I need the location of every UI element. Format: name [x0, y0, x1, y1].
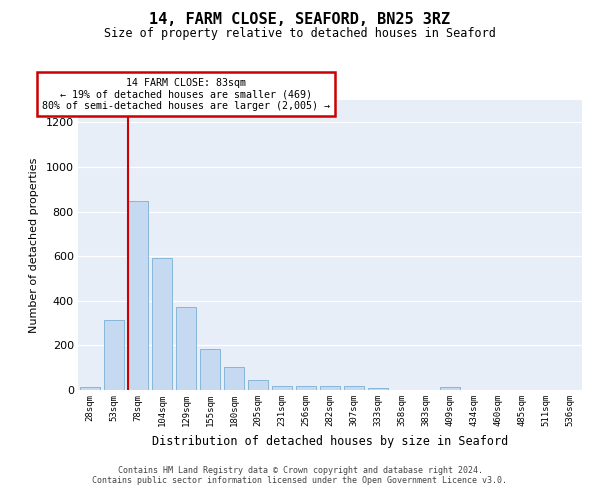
Text: Contains HM Land Registry data © Crown copyright and database right 2024.
Contai: Contains HM Land Registry data © Crown c…	[92, 466, 508, 485]
Bar	[248, 380, 268, 390]
Bar	[320, 386, 340, 390]
Bar	[176, 308, 196, 390]
Text: Distribution of detached houses by size in Seaford: Distribution of detached houses by size …	[152, 435, 508, 448]
Y-axis label: Number of detached properties: Number of detached properties	[29, 158, 39, 332]
Bar	[344, 386, 364, 390]
Bar	[104, 320, 124, 390]
Bar	[272, 386, 292, 390]
Bar	[128, 201, 148, 390]
Bar	[224, 366, 244, 390]
Bar	[296, 386, 316, 390]
Bar	[200, 348, 220, 390]
Bar	[440, 388, 460, 390]
Bar	[80, 386, 100, 390]
Text: 14 FARM CLOSE: 83sqm
← 19% of detached houses are smaller (469)
80% of semi-deta: 14 FARM CLOSE: 83sqm ← 19% of detached h…	[42, 78, 330, 110]
Text: 14, FARM CLOSE, SEAFORD, BN25 3RZ: 14, FARM CLOSE, SEAFORD, BN25 3RZ	[149, 12, 451, 28]
Text: Size of property relative to detached houses in Seaford: Size of property relative to detached ho…	[104, 28, 496, 40]
Bar	[152, 258, 172, 390]
Bar	[368, 388, 388, 390]
